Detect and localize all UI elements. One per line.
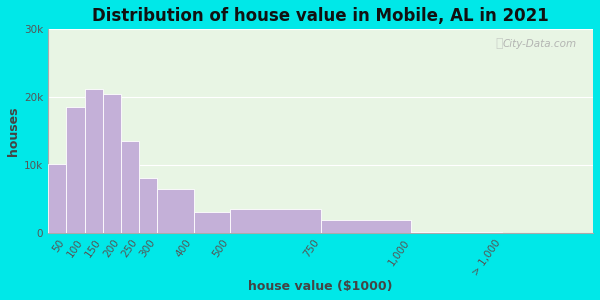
Bar xyxy=(121,141,139,233)
Title: Distribution of house value in Mobile, AL in 2021: Distribution of house value in Mobile, A… xyxy=(92,7,549,25)
Text: 🔍: 🔍 xyxy=(496,38,503,50)
Bar xyxy=(48,164,67,233)
Bar xyxy=(230,209,320,233)
Bar xyxy=(139,178,157,233)
Bar xyxy=(320,220,412,233)
Bar xyxy=(412,232,502,233)
Bar xyxy=(67,107,85,233)
Text: City-Data.com: City-Data.com xyxy=(503,39,577,50)
Bar xyxy=(157,189,194,233)
Bar xyxy=(103,94,121,233)
Bar xyxy=(194,212,230,233)
Y-axis label: houses: houses xyxy=(7,106,20,156)
X-axis label: house value ($1000): house value ($1000) xyxy=(248,280,393,293)
Bar xyxy=(85,89,103,233)
